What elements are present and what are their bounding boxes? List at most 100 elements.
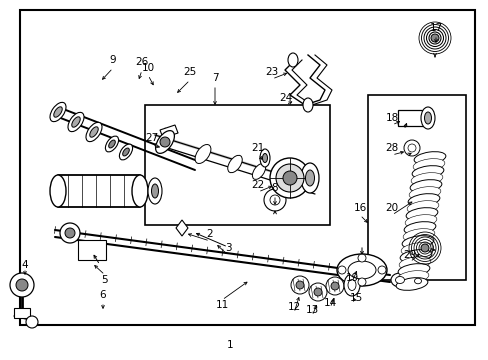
Ellipse shape [132, 175, 148, 207]
Text: 4: 4 [21, 260, 28, 270]
Ellipse shape [410, 275, 424, 287]
Bar [78, 240, 106, 260]
Text: 26: 26 [135, 57, 148, 67]
Text: 5: 5 [102, 275, 108, 285]
Ellipse shape [398, 257, 430, 269]
Text: 18: 18 [385, 113, 398, 123]
Text: 13: 13 [305, 305, 318, 315]
Circle shape [269, 195, 280, 205]
Ellipse shape [403, 222, 435, 234]
Text: 21: 21 [251, 143, 264, 153]
Circle shape [65, 228, 75, 238]
Ellipse shape [390, 273, 408, 287]
Circle shape [283, 171, 296, 185]
Circle shape [290, 276, 308, 294]
Ellipse shape [413, 152, 445, 165]
Ellipse shape [402, 229, 434, 241]
Circle shape [269, 158, 309, 198]
Ellipse shape [252, 163, 265, 179]
Text: 12: 12 [287, 302, 300, 312]
Text: 28: 28 [385, 143, 398, 153]
Ellipse shape [119, 144, 132, 160]
Ellipse shape [399, 249, 431, 262]
Ellipse shape [347, 279, 355, 291]
Ellipse shape [424, 112, 430, 124]
Ellipse shape [347, 261, 375, 279]
Ellipse shape [336, 254, 386, 286]
Ellipse shape [303, 98, 312, 112]
Ellipse shape [151, 184, 158, 198]
Polygon shape [160, 125, 178, 138]
Ellipse shape [408, 186, 440, 199]
Circle shape [264, 189, 285, 211]
Bar [367, 95, 465, 280]
Ellipse shape [260, 149, 269, 167]
Bar [14, 308, 30, 318]
Circle shape [330, 282, 338, 290]
Ellipse shape [397, 264, 429, 276]
Circle shape [60, 223, 80, 243]
Ellipse shape [54, 107, 62, 117]
Ellipse shape [50, 102, 66, 122]
Ellipse shape [108, 140, 115, 148]
Bar [20, 10, 474, 325]
Circle shape [407, 144, 415, 152]
Text: 7: 7 [211, 73, 218, 83]
Ellipse shape [301, 163, 318, 193]
Ellipse shape [407, 194, 439, 206]
Ellipse shape [409, 180, 441, 192]
Circle shape [275, 164, 304, 192]
Ellipse shape [412, 159, 444, 171]
Circle shape [357, 254, 365, 262]
Circle shape [337, 266, 346, 274]
Bar [397, 110, 425, 126]
Ellipse shape [343, 274, 359, 296]
Text: 27: 27 [145, 133, 158, 143]
Text: 24: 24 [279, 93, 292, 103]
Text: 15: 15 [348, 293, 362, 303]
Circle shape [295, 281, 304, 289]
Ellipse shape [262, 153, 267, 162]
Ellipse shape [395, 276, 404, 284]
Text: 1: 1 [226, 340, 233, 350]
Ellipse shape [420, 107, 434, 129]
Circle shape [160, 137, 170, 147]
Circle shape [325, 277, 343, 295]
Polygon shape [176, 220, 187, 236]
Circle shape [26, 316, 38, 328]
Ellipse shape [411, 166, 443, 178]
Text: 20: 20 [385, 203, 398, 213]
Ellipse shape [406, 208, 437, 220]
Ellipse shape [105, 136, 119, 152]
Ellipse shape [407, 201, 438, 213]
Ellipse shape [155, 131, 174, 153]
Circle shape [10, 273, 34, 297]
Text: 3: 3 [224, 243, 231, 253]
Ellipse shape [395, 278, 427, 291]
Circle shape [377, 266, 385, 274]
Text: 9: 9 [109, 55, 116, 65]
Ellipse shape [122, 148, 129, 156]
Text: 22: 22 [251, 180, 264, 190]
Text: 23: 23 [265, 67, 278, 77]
Text: 14: 14 [323, 298, 336, 308]
Circle shape [403, 140, 419, 156]
Ellipse shape [72, 117, 80, 127]
Text: 17: 17 [428, 23, 442, 33]
Ellipse shape [396, 271, 428, 283]
Text: 25: 25 [183, 67, 196, 77]
Circle shape [430, 34, 438, 42]
Text: 2: 2 [206, 229, 213, 239]
Text: 6: 6 [100, 290, 106, 300]
Text: 10: 10 [141, 63, 154, 73]
Circle shape [313, 288, 321, 296]
Circle shape [357, 278, 365, 286]
Ellipse shape [414, 278, 421, 284]
Circle shape [16, 279, 28, 291]
Ellipse shape [404, 215, 436, 228]
Text: 8: 8 [271, 183, 278, 193]
Text: 19: 19 [345, 273, 358, 283]
Circle shape [308, 283, 326, 301]
Ellipse shape [86, 122, 102, 141]
Ellipse shape [148, 178, 162, 204]
